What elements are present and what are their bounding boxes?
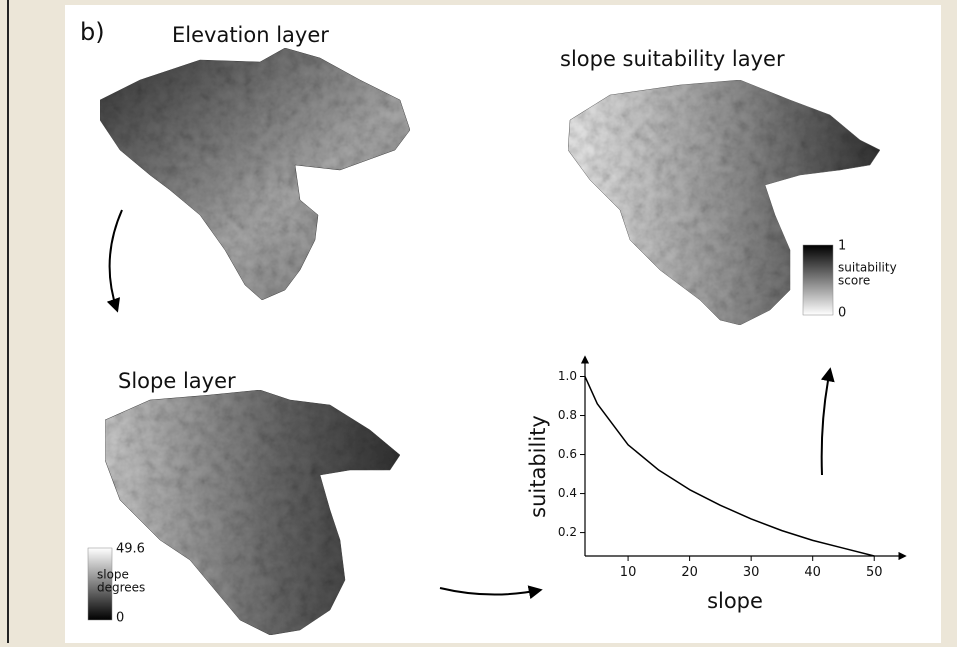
legend-max: 49.6 xyxy=(116,542,145,557)
y-tick-label: 0.8 xyxy=(558,408,577,422)
figure: b) Elevation layer slope suitability lay… xyxy=(0,0,957,643)
y-tick-label: 0.6 xyxy=(558,447,577,461)
legend-label: degrees xyxy=(97,581,145,595)
legend-max: 1 xyxy=(838,239,846,254)
legend-label: slope xyxy=(97,568,129,582)
x-axis-label: slope xyxy=(707,589,763,613)
x-tick-label: 50 xyxy=(866,565,883,580)
y-tick-label: 0.4 xyxy=(558,486,577,500)
page: b) Elevation layer slope suitability lay… xyxy=(0,0,957,643)
legend-label: suitability xyxy=(838,261,897,275)
legend-label: score xyxy=(838,274,870,288)
map-title: Slope layer xyxy=(118,369,236,393)
y-tick-label: 0.2 xyxy=(558,525,577,539)
y-tick-label: 1.0 xyxy=(558,369,577,383)
x-tick-label: 10 xyxy=(620,565,637,580)
map-title: Elevation layer xyxy=(172,23,329,47)
x-tick-label: 40 xyxy=(804,565,821,580)
y-axis-label: suitability xyxy=(526,415,550,518)
panel-label: b) xyxy=(80,18,105,46)
legend-min: 0 xyxy=(838,306,846,321)
map-title: slope suitability layer xyxy=(560,47,785,71)
legend-bar xyxy=(803,245,833,315)
x-tick-label: 30 xyxy=(743,565,760,580)
legend-min: 0 xyxy=(116,611,124,626)
x-tick-label: 20 xyxy=(681,565,698,580)
